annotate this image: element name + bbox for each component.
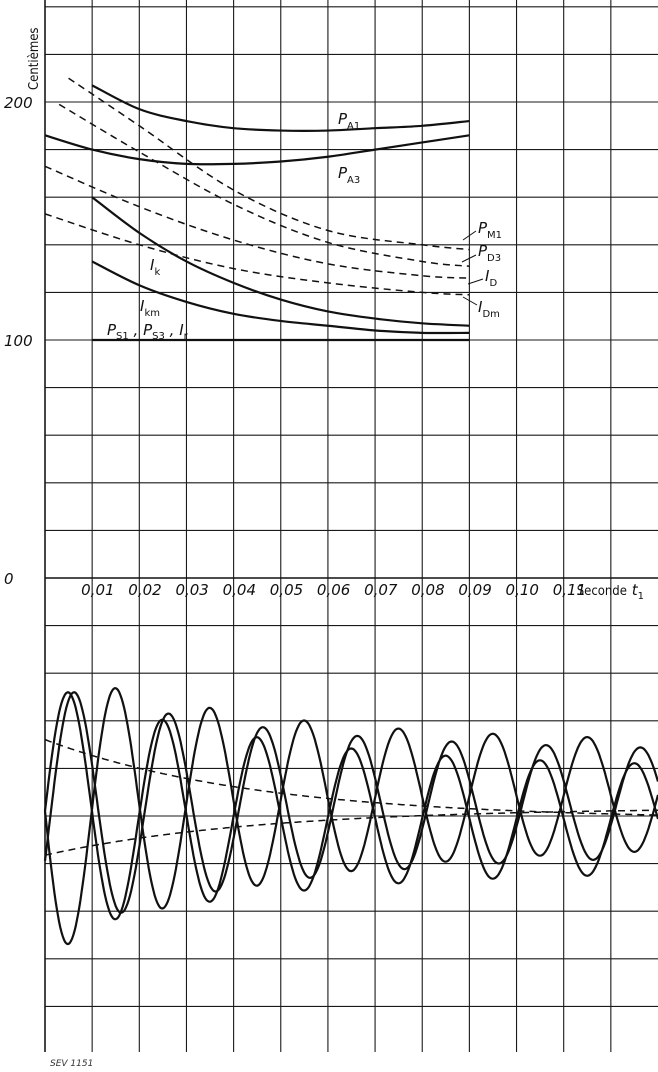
series-line-m1 — [68, 77, 470, 251]
x-tick-label: 0,07 — [364, 581, 398, 599]
x-tick-label: 0,05 — [270, 581, 303, 599]
x-tick-label: 0,01 — [81, 581, 114, 599]
series-line-d3 — [58, 103, 470, 267]
label-leader — [462, 230, 477, 241]
x-tick-label: 0,03 — [175, 581, 208, 599]
oscillation-line-1 — [43, 691, 658, 921]
series-line-km — [91, 260, 470, 335]
series-line-k — [91, 196, 470, 327]
oscillation-line-2 — [43, 691, 658, 914]
label-ikm: Ikm — [140, 297, 160, 319]
series-line-dm — [44, 213, 470, 296]
upper-plot — [44, 77, 470, 342]
label-pa3: PA3 — [338, 164, 360, 186]
grid — [44, 0, 658, 1052]
x-tick-label: 0,02 — [128, 581, 161, 599]
y-tick-label: 200 — [4, 94, 33, 112]
label-pm1: PM1 — [478, 219, 502, 241]
label-leader — [461, 254, 477, 263]
y-tick-label: 0 — [4, 570, 14, 588]
x-tick-label: 0,11 — [553, 581, 586, 599]
y-axis-title: Centièmes — [27, 28, 42, 91]
label-ik: Ik — [150, 256, 160, 278]
figure-caption: SEV 1151 — [50, 1059, 93, 1069]
x-tick-label: 0,04 — [223, 581, 256, 599]
label-ps1-ps3-ir: PS1 , PS3 , Ir — [107, 321, 189, 342]
label-idm: IDm — [478, 298, 500, 320]
x-tick-label: 0,06 — [317, 581, 350, 599]
x-axis-symbol: t1 — [632, 581, 644, 602]
y-tick-label: 100 — [4, 332, 33, 350]
x-tick-label: 0,08 — [411, 581, 444, 599]
label-id: ID — [485, 267, 497, 289]
x-axis-title: Seconde — [577, 584, 627, 599]
lower-plot — [43, 687, 658, 946]
series-line-a1 — [91, 84, 470, 132]
series-line-a3 — [44, 134, 470, 166]
label-leader — [462, 296, 478, 306]
x-tick-label: 0,10 — [506, 581, 539, 599]
label-pa1: PA1 — [338, 110, 360, 132]
x-tick-label: 0,09 — [458, 581, 491, 599]
series-line-d — [44, 165, 470, 279]
label-leader — [467, 278, 484, 285]
decay-line-3 — [44, 738, 658, 816]
oscillation-line-0 — [43, 687, 658, 946]
